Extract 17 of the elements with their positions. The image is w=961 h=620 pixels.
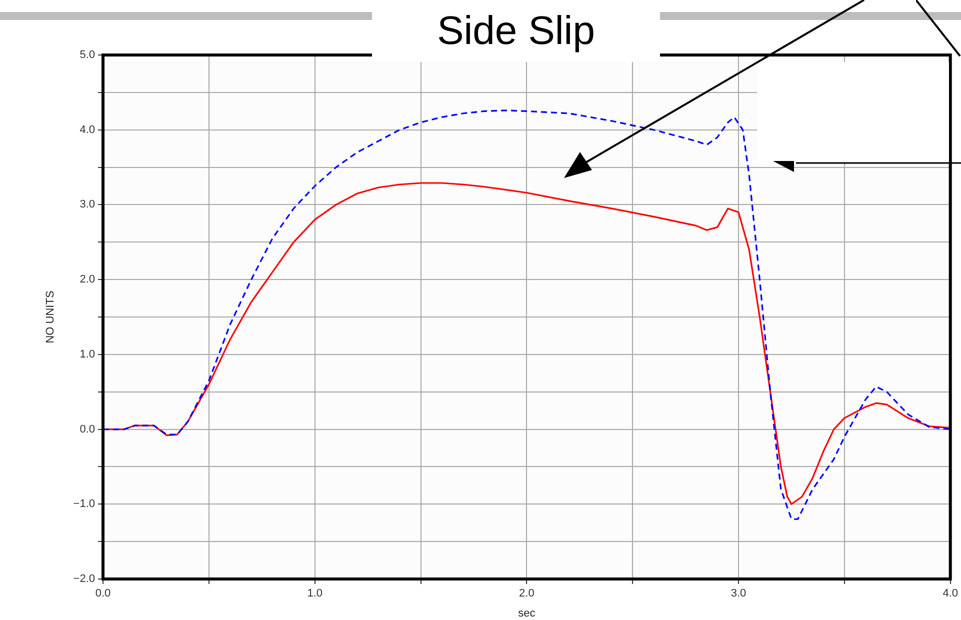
y-tick-label: 4.0	[80, 124, 95, 136]
y-tick-label: −2.0	[73, 573, 95, 586]
y-tick-label: 3.0	[80, 198, 95, 211]
x-tick-label: 0.0	[95, 588, 111, 600]
y-tick-label: 5.0	[80, 49, 95, 62]
y-axis-title: NO UNITS	[44, 290, 57, 344]
y-tick-label: 2.0	[80, 274, 95, 286]
x-tick-label: 4.0	[942, 588, 958, 600]
x-axis-title: sec	[518, 607, 536, 620]
x-tick-label: 1.0	[307, 588, 322, 600]
line-series	[103, 110, 950, 520]
x-tick-label: 2.0	[519, 588, 534, 600]
chart-title: Side Slip	[437, 8, 595, 54]
y-tick-label: −1.0	[73, 498, 95, 510]
y-tick-label: 0.0	[80, 423, 95, 436]
y-tick-label: 1.0	[80, 348, 95, 360]
x-tick-label: 3.0	[730, 588, 746, 600]
